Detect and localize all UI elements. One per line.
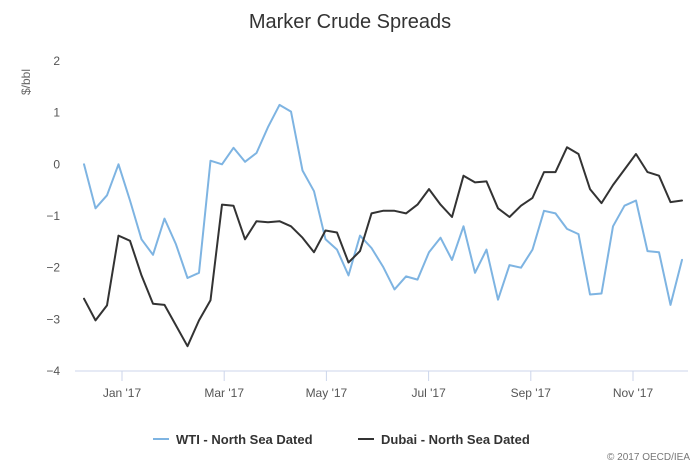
legend-label-dubai: Dubai - North Sea Dated [381,432,530,447]
y-tick-label: 1 [53,106,60,120]
y-tick-label: −4 [46,364,60,378]
y-tick-label: −1 [46,209,60,223]
y-tick-label: −2 [46,261,60,275]
legend-item-wti[interactable]: WTI - North Sea Dated [153,432,313,447]
x-tick-label: Sep '17 [511,386,552,400]
x-tick-label: May '17 [306,386,348,400]
plot-area [83,103,683,348]
credit: © 2017 OECD/IEA [607,452,690,463]
y-tick-label: −3 [46,312,60,326]
y-tick-label: 2 [53,54,60,68]
y-axis: 2 1 0 −1 −2 −3 −4 [46,54,60,378]
series-line-wti[interactable] [83,103,683,306]
legend-item-dubai[interactable]: Dubai - North Sea Dated [358,432,530,447]
y-tick-label: 0 [53,157,60,171]
x-tick-label: Mar '17 [204,386,244,400]
y-axis-label: $/bbl [19,69,33,95]
series-line-dubai[interactable] [83,146,683,348]
legend-label-wti: WTI - North Sea Dated [176,432,313,447]
x-tick-label: Nov '17 [613,386,654,400]
x-tick-label: Jan '17 [103,386,142,400]
x-axis: Jan '17 Mar '17 May '17 Jul '17 Sep '17 Nov '… [103,371,654,400]
chart-title: Marker Crude Spreads [249,11,451,33]
x-tick-label: Jul '17 [411,386,446,400]
legend[interactable]: WTI - North Sea Dated Dubai - North Sea … [153,432,530,447]
